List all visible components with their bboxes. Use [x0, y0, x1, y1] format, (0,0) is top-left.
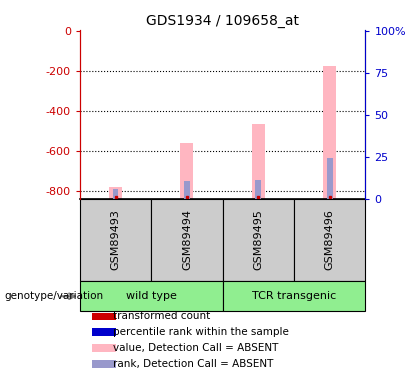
- Text: GSM89495: GSM89495: [253, 210, 263, 270]
- Bar: [255, 180, 261, 199]
- Bar: [80, 199, 151, 281]
- Bar: [184, 181, 190, 199]
- Text: percentile rank within the sample: percentile rank within the sample: [113, 327, 289, 338]
- Text: GSM89496: GSM89496: [325, 210, 335, 270]
- Bar: [113, 189, 118, 199]
- Text: genotype/variation: genotype/variation: [4, 291, 103, 301]
- Text: wild type: wild type: [126, 291, 177, 301]
- Bar: [92, 360, 116, 368]
- Bar: [323, 66, 336, 199]
- Bar: [223, 199, 294, 281]
- Text: rank, Detection Call = ABSENT: rank, Detection Call = ABSENT: [113, 359, 274, 369]
- Bar: [151, 199, 223, 281]
- Bar: [92, 344, 116, 352]
- Bar: [92, 312, 116, 320]
- Text: TCR transgenic: TCR transgenic: [252, 291, 336, 301]
- Title: GDS1934 / 109658_at: GDS1934 / 109658_at: [146, 13, 299, 28]
- Bar: [80, 281, 223, 311]
- Text: value, Detection Call = ABSENT: value, Detection Call = ABSENT: [113, 343, 279, 353]
- Bar: [92, 328, 116, 336]
- Text: transformed count: transformed count: [113, 311, 211, 321]
- Bar: [223, 281, 365, 311]
- Text: GSM89493: GSM89493: [110, 210, 121, 270]
- Text: GSM89494: GSM89494: [182, 210, 192, 270]
- Bar: [252, 124, 265, 199]
- Bar: [294, 199, 365, 281]
- Bar: [109, 187, 122, 199]
- Bar: [327, 158, 333, 199]
- Bar: [181, 143, 193, 199]
